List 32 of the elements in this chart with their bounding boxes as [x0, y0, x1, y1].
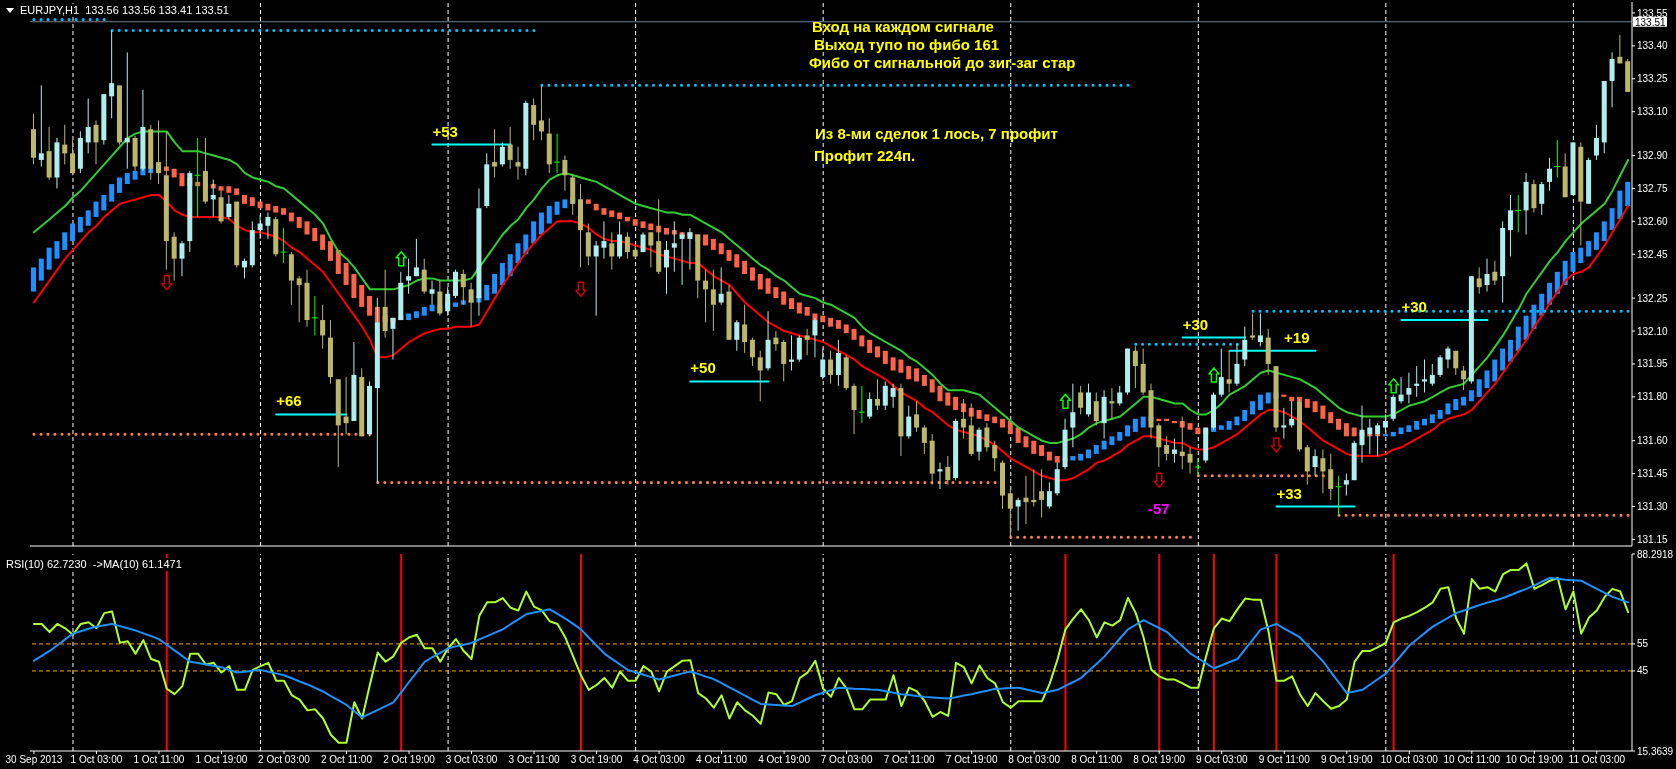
x-tick-label: 3 Oct 11:00 [508, 754, 560, 766]
x-tick-label: 2 Oct 11:00 [321, 754, 373, 766]
x-tick-label: 8 Oct 19:00 [1133, 754, 1186, 766]
x-tick-label: 8 Oct 03:00 [1008, 754, 1061, 766]
y-tick-label: 45 [1637, 665, 1649, 677]
x-tick-label: 10 Oct 19:00 [1505, 754, 1564, 766]
x-tick-label: 3 Oct 03:00 [445, 754, 498, 766]
x-tick-label: 9 Oct 11:00 [1258, 754, 1311, 766]
x-tick-label: 10 Oct 03:00 [1380, 754, 1439, 766]
x-tick-label: 1 Oct 03:00 [70, 754, 123, 766]
x-tick-label: 3 Oct 19:00 [570, 754, 623, 766]
y-tick-label: 55 [1637, 638, 1649, 650]
chart-title: RSI(10) 62.7230 ->MA(10) 61.1471 [6, 558, 182, 571]
x-tick-label: 1 Oct 11:00 [133, 754, 185, 766]
x-tick-label: 11 Oct 03:00 [1568, 754, 1626, 766]
x-tick-label: 2 Oct 19:00 [383, 754, 436, 766]
y-tick-label: 88.2918 [1637, 548, 1674, 560]
x-tick-label: 9 Oct 19:00 [1320, 754, 1374, 766]
x-tick-label: 2 Oct 03:00 [258, 754, 311, 766]
x-tick-label: 10 Oct 11:00 [1443, 754, 1501, 766]
x-tick-label: 1 Oct 19:00 [195, 754, 248, 766]
x-tick-label: 4 Oct 11:00 [696, 754, 748, 766]
x-tick-label: 4 Oct 03:00 [633, 754, 686, 766]
x-tick-label: 4 Oct 19:00 [758, 754, 811, 766]
y-tick-label: 15.3639 [1637, 745, 1674, 757]
x-tick-label: 30 Sep 2013 [5, 754, 63, 766]
y-tick-label: 131.15 [1637, 533, 1669, 545]
x-tick-label: 7 Oct 19:00 [945, 754, 998, 766]
x-tick-label: 8 Oct 11:00 [1071, 754, 1123, 766]
x-tick-label: 7 Oct 11:00 [883, 754, 936, 766]
x-tick-label: 9 Oct 03:00 [1195, 754, 1249, 766]
x-tick-label: 7 Oct 03:00 [820, 754, 873, 766]
